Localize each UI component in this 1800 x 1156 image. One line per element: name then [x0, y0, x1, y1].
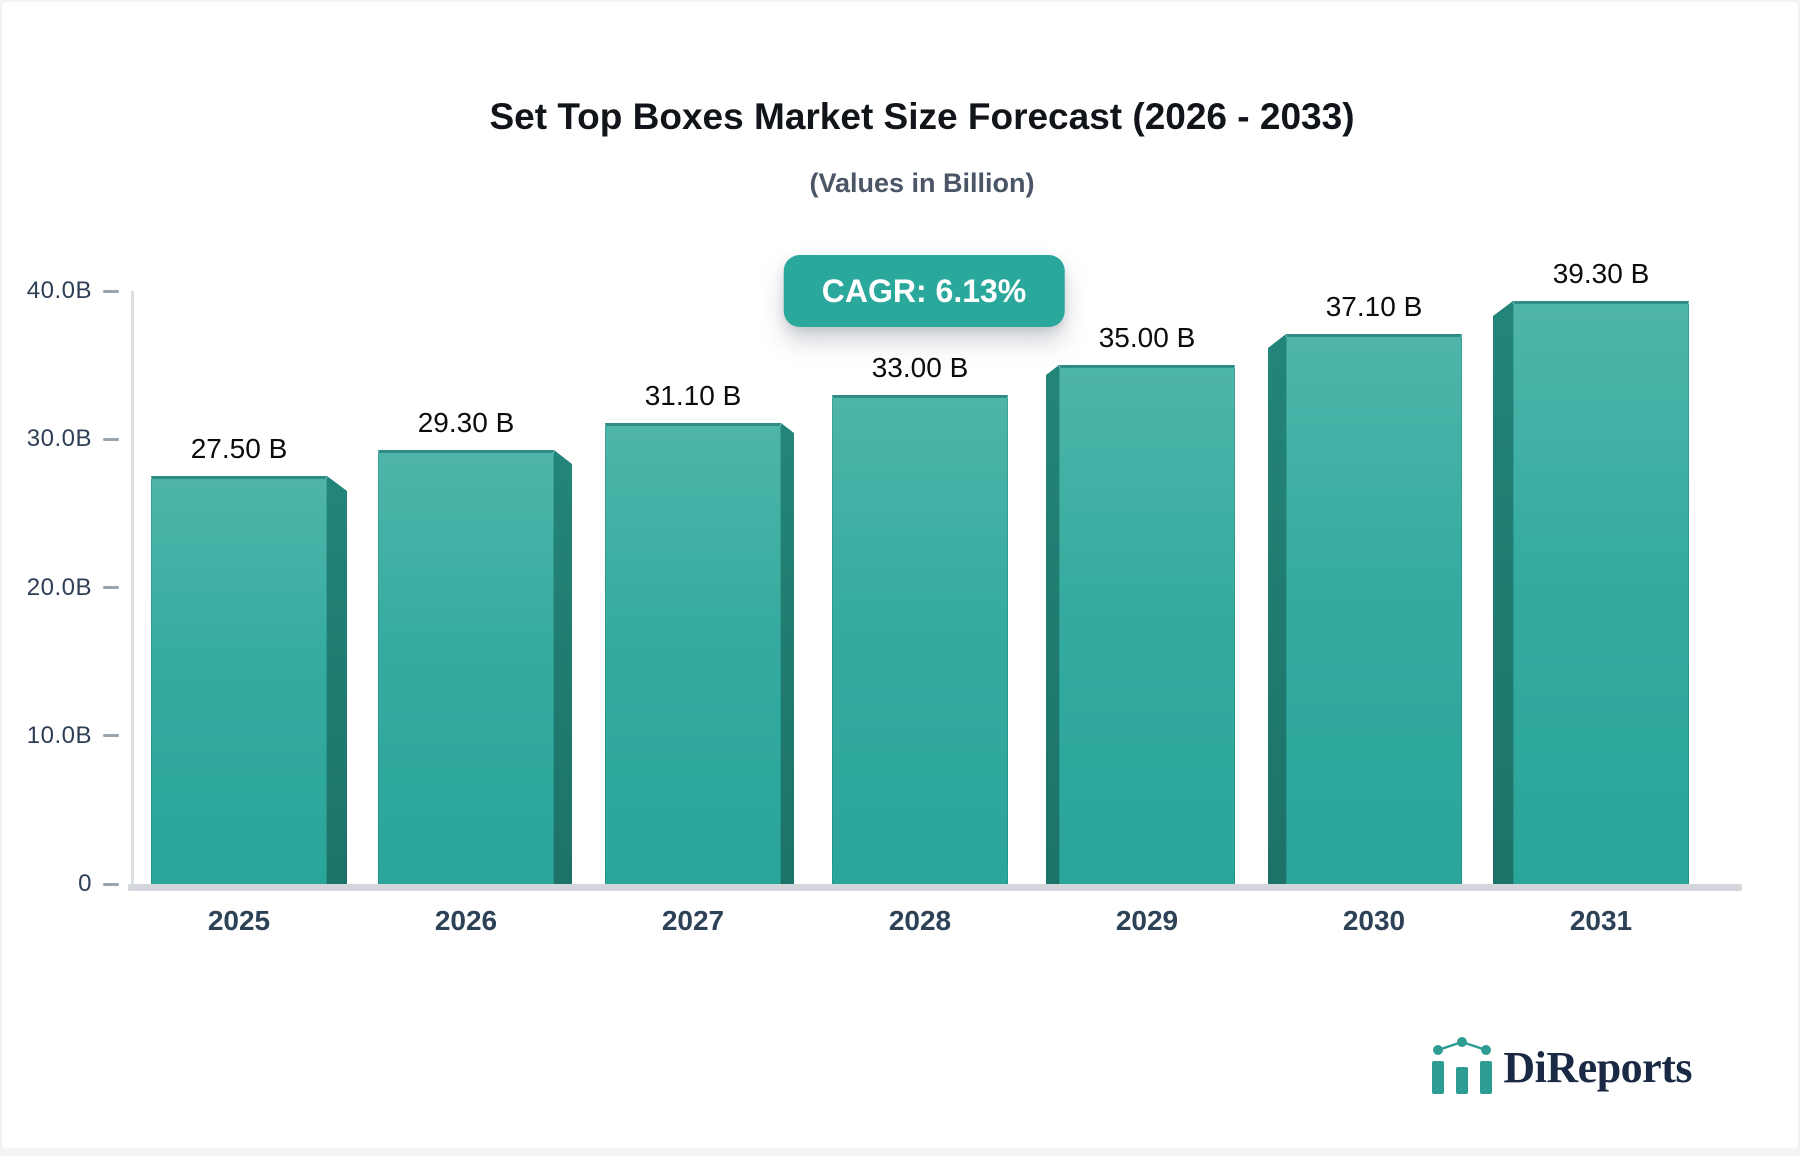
x-label-2030: 2030 — [1342, 905, 1406, 936]
bar-2026 — [378, 450, 554, 884]
bar-2028 — [832, 395, 1008, 884]
y-tick-dash — [103, 289, 119, 293]
chart-subtitle: (Values in Billion) — [809, 168, 1035, 198]
logo-text: DiReports — [1503, 1042, 1692, 1092]
x-label-2027: 2027 — [661, 905, 725, 936]
bar-2027 — [605, 423, 781, 884]
value-label-2031: 39.30 B — [1552, 258, 1650, 289]
mini-bar-chart-with-dots-icon — [1432, 1037, 1493, 1094]
y-tick-label-40: 40.0B — [26, 277, 92, 304]
bar-2025 — [151, 476, 327, 884]
x-label-2029: 2029 — [1115, 905, 1179, 936]
brand-logo: DiReports — [1429, 1034, 1692, 1100]
x-label-2026: 2026 — [434, 905, 498, 936]
cagr-badge: CAGR: 6.13% — [783, 255, 1065, 327]
value-label-2026: 29.30 B — [417, 407, 515, 438]
y-tick-dash — [103, 882, 119, 886]
x-label-2031: 2031 — [1569, 905, 1633, 936]
bar-side-3d-2029 — [1046, 365, 1059, 884]
value-label-2028: 33.00 B — [871, 352, 969, 383]
y-tick-label-10: 10.0B — [26, 721, 92, 749]
bar-side-3d-2026 — [554, 450, 572, 884]
y-axis-line — [131, 291, 134, 885]
y-tick-label-30: 30.0B — [26, 425, 92, 453]
x-label-2028: 2028 — [888, 905, 952, 936]
y-tick-dash — [103, 734, 119, 738]
chart-title: Set Top Boxes Market Size Forecast (2026… — [489, 96, 1355, 137]
bar-side-3d-2031 — [1493, 301, 1513, 884]
bar-side-3d-2030 — [1268, 334, 1286, 884]
value-label-2029: 35.00 B — [1098, 322, 1196, 353]
y-tick-dash — [103, 437, 119, 441]
y-tick-label-20: 20.0B — [26, 573, 92, 601]
bar-2031 — [1513, 301, 1689, 884]
y-tick-label-0: 0 — [78, 870, 92, 897]
bar-side-3d-2027 — [781, 423, 794, 884]
y-tick-dash — [103, 586, 119, 589]
bar-2029 — [1059, 365, 1235, 884]
x-axis-baseline — [128, 884, 1742, 891]
value-label-2025: 27.50 B — [190, 433, 288, 464]
bar-2030 — [1286, 334, 1462, 884]
bar-side-3d-2025 — [327, 476, 347, 884]
x-label-2025: 2025 — [207, 905, 271, 936]
value-label-2030: 37.10 B — [1325, 291, 1423, 322]
value-label-2027: 31.10 B — [644, 380, 742, 411]
